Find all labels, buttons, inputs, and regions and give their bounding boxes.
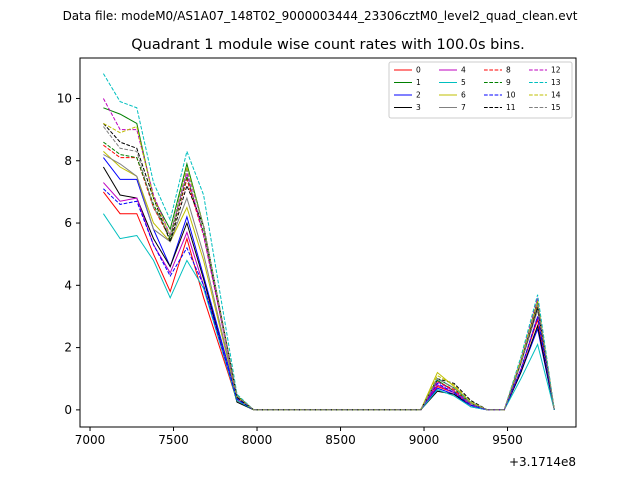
x-tick-label: 7000 <box>75 433 106 447</box>
y-tick-label: 6 <box>64 216 72 230</box>
x-offset-label: +3.1714e8 <box>509 455 576 469</box>
legend-label-6: 6 <box>461 91 466 100</box>
series-line-14 <box>103 122 555 411</box>
series-line-6 <box>103 151 555 411</box>
series-line-2 <box>103 157 555 411</box>
legend-label-14: 14 <box>551 91 561 100</box>
series-line-5 <box>102 213 555 411</box>
legend-label-4: 4 <box>461 66 466 75</box>
chart-title: Quadrant 1 module wise count rates with … <box>131 37 525 53</box>
x-tick-label: 8000 <box>242 433 273 447</box>
x-tick-label: 9000 <box>409 433 440 447</box>
plot-area <box>79 57 577 428</box>
legend-label-2: 2 <box>416 91 421 100</box>
y-tick-label: 10 <box>57 91 72 105</box>
legend-label-8: 8 <box>506 66 511 75</box>
legend-label-7: 7 <box>461 103 466 112</box>
y-axis: 0 2 4 6 8 10 <box>57 91 80 417</box>
x-axis: 7000 7500 8000 8500 9000 9500 <box>75 427 523 447</box>
legend-label-0: 0 <box>416 66 421 75</box>
series-line-10 <box>103 188 555 411</box>
legend-label-9: 9 <box>506 78 511 87</box>
plot-frame <box>79 57 577 428</box>
y-tick-label: 2 <box>64 341 72 355</box>
series-line-9 <box>103 141 555 411</box>
x-tick-label: 9500 <box>492 433 523 447</box>
series-line-11 <box>103 123 555 411</box>
legend-label-1: 1 <box>416 78 421 87</box>
legend-label-13: 13 <box>551 78 561 87</box>
x-tick-label: 7500 <box>158 433 189 447</box>
series-lines <box>102 73 555 411</box>
y-tick-label: 4 <box>64 278 72 292</box>
legend-label-11: 11 <box>506 103 516 112</box>
legend-label-3: 3 <box>416 103 421 112</box>
legend-box <box>388 61 573 119</box>
legend-label-12: 12 <box>551 66 561 75</box>
x-tick-label: 8500 <box>325 433 356 447</box>
series-line-8 <box>103 144 555 411</box>
series-line-13 <box>102 73 555 411</box>
series-line-1 <box>103 107 555 411</box>
y-tick-label: 0 <box>64 403 72 417</box>
data-file-label: Data file: modeM0/AS1A07_148T02_90000034… <box>63 9 578 23</box>
legend-label-5: 5 <box>461 78 466 87</box>
series-line-7 <box>103 154 555 411</box>
y-tick-label: 8 <box>64 154 72 168</box>
legend-label-15: 15 <box>551 103 561 112</box>
legend-label-10: 10 <box>506 91 516 100</box>
series-line-12 <box>102 98 555 411</box>
series-line-15 <box>103 126 555 411</box>
